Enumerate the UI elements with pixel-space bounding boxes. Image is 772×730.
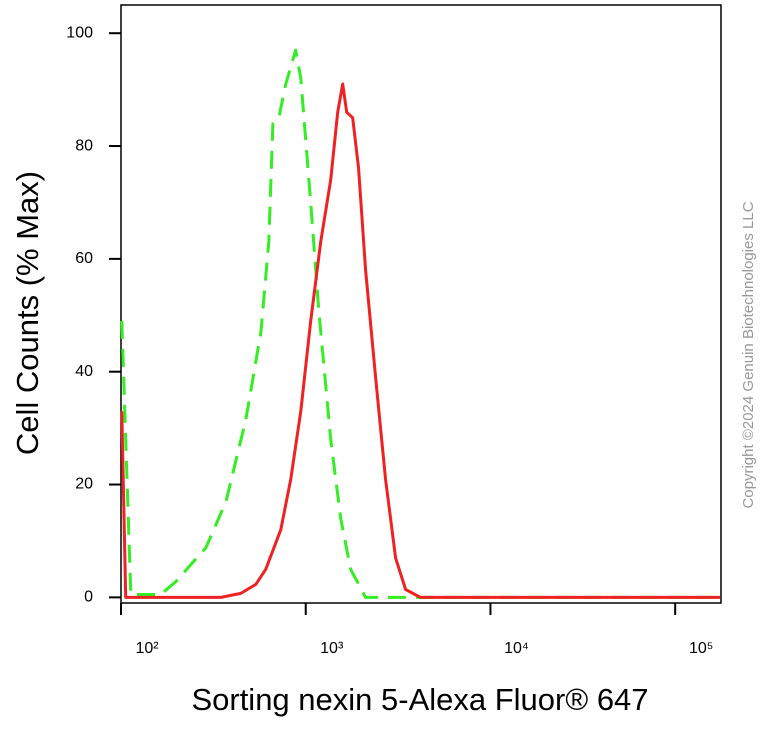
y-tick-label: 40 xyxy=(75,363,93,380)
copyright: Copyright ©2024 Genuin Biotechnologies L… xyxy=(740,201,757,508)
histogram-line xyxy=(120,82,721,599)
y-axis-label: Cell Counts (% Max) xyxy=(10,171,45,455)
x-tick-label: 10² xyxy=(135,640,159,657)
y-tick-label: 0 xyxy=(84,589,93,606)
y-tick-label: 60 xyxy=(75,250,93,267)
x-tick-label: 10³ xyxy=(320,640,344,657)
y-tick-label: 80 xyxy=(75,137,93,154)
x-axis-label: Sorting nexin 5-Alexa Fluor® 647 xyxy=(191,682,648,717)
x-tick-label: 10⁵ xyxy=(689,640,713,657)
histogram-line xyxy=(120,48,721,599)
plot-frame xyxy=(120,4,722,604)
y-tick-label: 100 xyxy=(66,24,93,41)
y-tick-label: 20 xyxy=(75,476,93,493)
x-tick-label: 10⁴ xyxy=(504,640,529,657)
